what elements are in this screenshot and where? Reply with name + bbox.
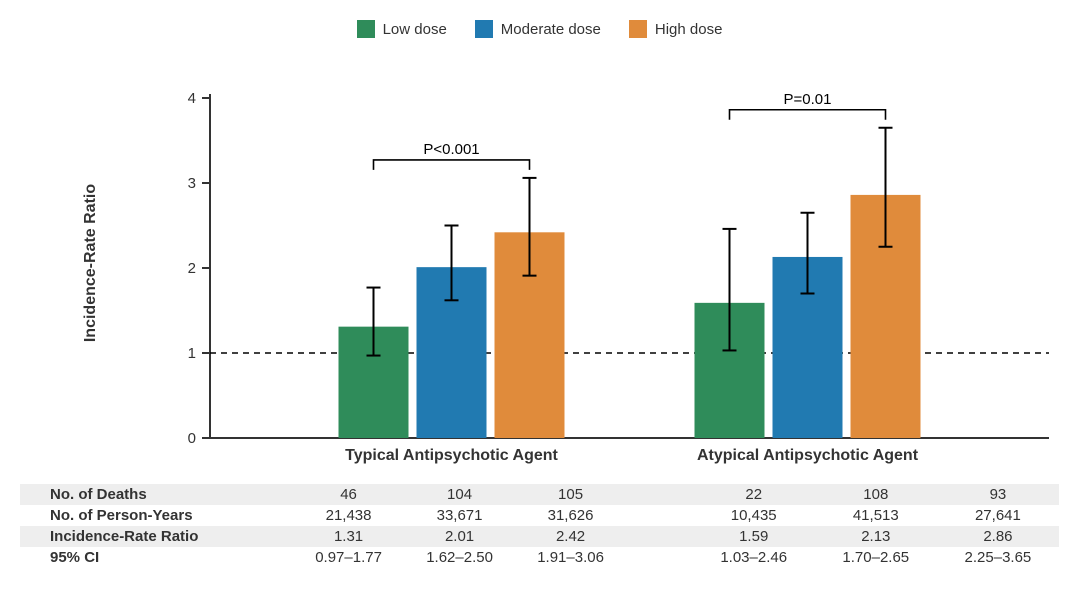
row-label: 95% CI [20, 547, 293, 568]
table-cell: 1.03–2.46 [693, 547, 815, 568]
table-cell: 2.86 [937, 526, 1059, 547]
table-spacer [626, 505, 693, 526]
legend-swatch [629, 20, 647, 38]
table-cell: 21,438 [293, 505, 404, 526]
y-tick-label: 1 [188, 345, 196, 362]
group-label: Typical Antipsychotic Agent [345, 447, 558, 464]
table-cell: 1.31 [293, 526, 404, 547]
y-tick-label: 4 [188, 90, 196, 107]
table-cell: 2.13 [815, 526, 937, 547]
table-cell: 2.42 [515, 526, 626, 547]
table-cell: 10,435 [693, 505, 815, 526]
table-row: Incidence-Rate Ratio1.312.012.42 1.592.13… [20, 526, 1059, 547]
p-value-label: P=0.01 [784, 91, 832, 108]
figure-container: Low dose Moderate dose High dose Incidence… [20, 20, 1059, 568]
table-spacer [626, 484, 693, 505]
y-tick-label: 2 [188, 260, 196, 277]
legend-label: Moderate dose [501, 21, 601, 38]
table-cell: 1.70–2.65 [815, 547, 937, 568]
y-axis-label: Incidence-Rate Ratio [82, 184, 100, 342]
table-cell: 104 [404, 484, 515, 505]
legend-swatch [357, 20, 375, 38]
data-table: No. of Deaths461041052210893No. of Perso… [20, 484, 1059, 568]
table-spacer [626, 526, 693, 547]
table-row: No. of Deaths46104105 2210893 [20, 484, 1059, 505]
y-tick-label: 3 [188, 175, 196, 192]
y-tick-label: 0 [188, 430, 196, 447]
table-row: No. of Person-Years21,43833,67131,626 10,… [20, 505, 1059, 526]
legend-label: Low dose [383, 21, 447, 38]
legend-item: Moderate dose [475, 20, 601, 38]
table-cell: 27,641 [937, 505, 1059, 526]
legend: Low dose Moderate dose High dose [20, 20, 1059, 38]
y-axis-label-col: Incidence-Rate Ratio [20, 48, 170, 478]
table-cell: 22 [693, 484, 815, 505]
p-value-label: P<0.001 [423, 141, 479, 158]
table-cell: 93 [937, 484, 1059, 505]
table-cell: 2.01 [404, 526, 515, 547]
table-cell: 46 [293, 484, 404, 505]
legend-item: Low dose [357, 20, 447, 38]
group-label: Atypical Antipsychotic Agent [697, 447, 919, 464]
table-cell: 1.59 [693, 526, 815, 547]
plot-area: 0 1 2 3 4 Typical Antipsychotic Agent P<0.001 A… [170, 48, 1059, 478]
legend-item: High dose [629, 20, 723, 38]
bar-chart: 0 1 2 3 4 Typical Antipsychotic Agent P<0.001 A… [170, 48, 1059, 478]
table-cell: 105 [515, 484, 626, 505]
table-cell: 1.91–3.06 [515, 547, 626, 568]
table-cell: 31,626 [515, 505, 626, 526]
table-cell: 0.97–1.77 [293, 547, 404, 568]
row-label: No. of Person-Years [20, 505, 293, 526]
table-row: 95% CI0.97–1.771.62–2.501.91–3.06 1.03–2.… [20, 547, 1059, 568]
table-cell: 108 [815, 484, 937, 505]
table-cell: 33,671 [404, 505, 515, 526]
table-cell: 1.62–2.50 [404, 547, 515, 568]
row-label: No. of Deaths [20, 484, 293, 505]
table-cell: 2.25–3.65 [937, 547, 1059, 568]
legend-swatch [475, 20, 493, 38]
row-label: Incidence-Rate Ratio [20, 526, 293, 547]
legend-label: High dose [655, 21, 723, 38]
table-spacer [626, 547, 693, 568]
chart-row: Incidence-Rate Ratio 0 1 2 3 4 Typical Antips… [20, 48, 1059, 478]
table-cell: 41,513 [815, 505, 937, 526]
